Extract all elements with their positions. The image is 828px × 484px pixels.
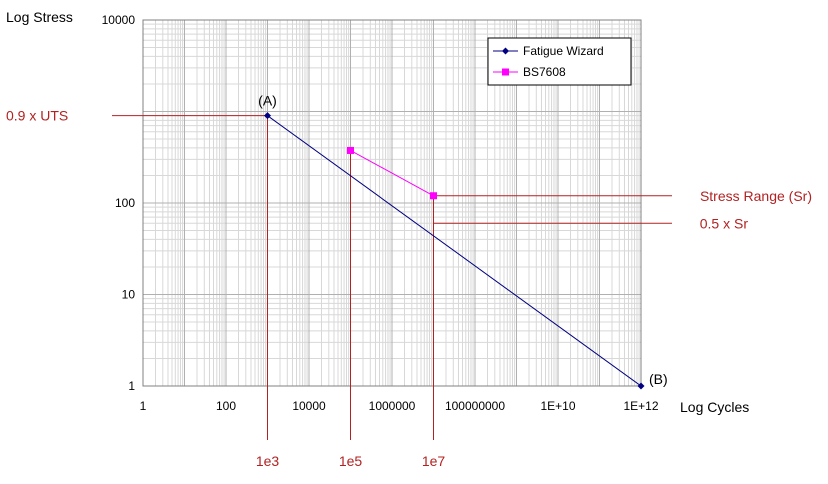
data-point-square <box>347 146 354 154</box>
x-tick-label: 1000000 <box>369 399 416 413</box>
annotation-label: Stress Range (Sr) <box>700 188 812 204</box>
legend-marker-square <box>502 68 509 76</box>
x-tick-label: 1 <box>140 399 147 413</box>
y-tick-label: 1 <box>128 379 135 393</box>
annotation-label: 1e5 <box>339 453 363 469</box>
legend-label: Fatigue Wizard <box>523 44 604 58</box>
y-tick-label: 10000 <box>102 13 136 27</box>
annotation-label: 1e3 <box>256 453 280 469</box>
annotations: 0.9 x UTS Stress Range (Sr) 0.5 x Sr 1e3 1e5… <box>6 108 812 469</box>
series-layer: (A) (B) <box>258 93 668 390</box>
annotation-label: 1e7 <box>422 453 446 469</box>
plot-area-border <box>142 19 642 387</box>
y-tick-label: 10 <box>122 288 136 302</box>
x-tick-label: 100 <box>216 399 236 413</box>
legend-label: BS7608 <box>523 65 566 79</box>
x-tick-label: 100000000 <box>445 399 505 413</box>
annotation-label: 0.5 x Sr <box>700 215 749 231</box>
data-point-diamond <box>264 112 271 120</box>
tick-labels: 1 100 10000 1000000 100000000 1E+10 1E+12 1 10 10… <box>102 13 659 413</box>
point-label: (A) <box>258 93 277 109</box>
x-tick-label: 1E+12 <box>623 399 658 413</box>
point-label: (B) <box>649 371 668 387</box>
y-tick-label: 100 <box>115 196 135 210</box>
series-line-1 <box>267 115 642 387</box>
legend-box <box>487 37 632 86</box>
annotation-label: 0.9 x UTS <box>6 108 68 124</box>
data-point-diamond <box>637 382 645 390</box>
data-point-square <box>430 192 437 200</box>
legend-marker-diamond <box>502 47 509 55</box>
x-tick-label: 1E+10 <box>540 399 575 413</box>
x-tick-label: 10000 <box>292 399 326 413</box>
y-axis-title: Log Stress <box>6 9 73 25</box>
x-axis-title: Log Cycles <box>680 399 749 415</box>
legend: Fatigue Wizard BS7608 <box>487 37 632 86</box>
series-line-2 <box>350 150 434 197</box>
